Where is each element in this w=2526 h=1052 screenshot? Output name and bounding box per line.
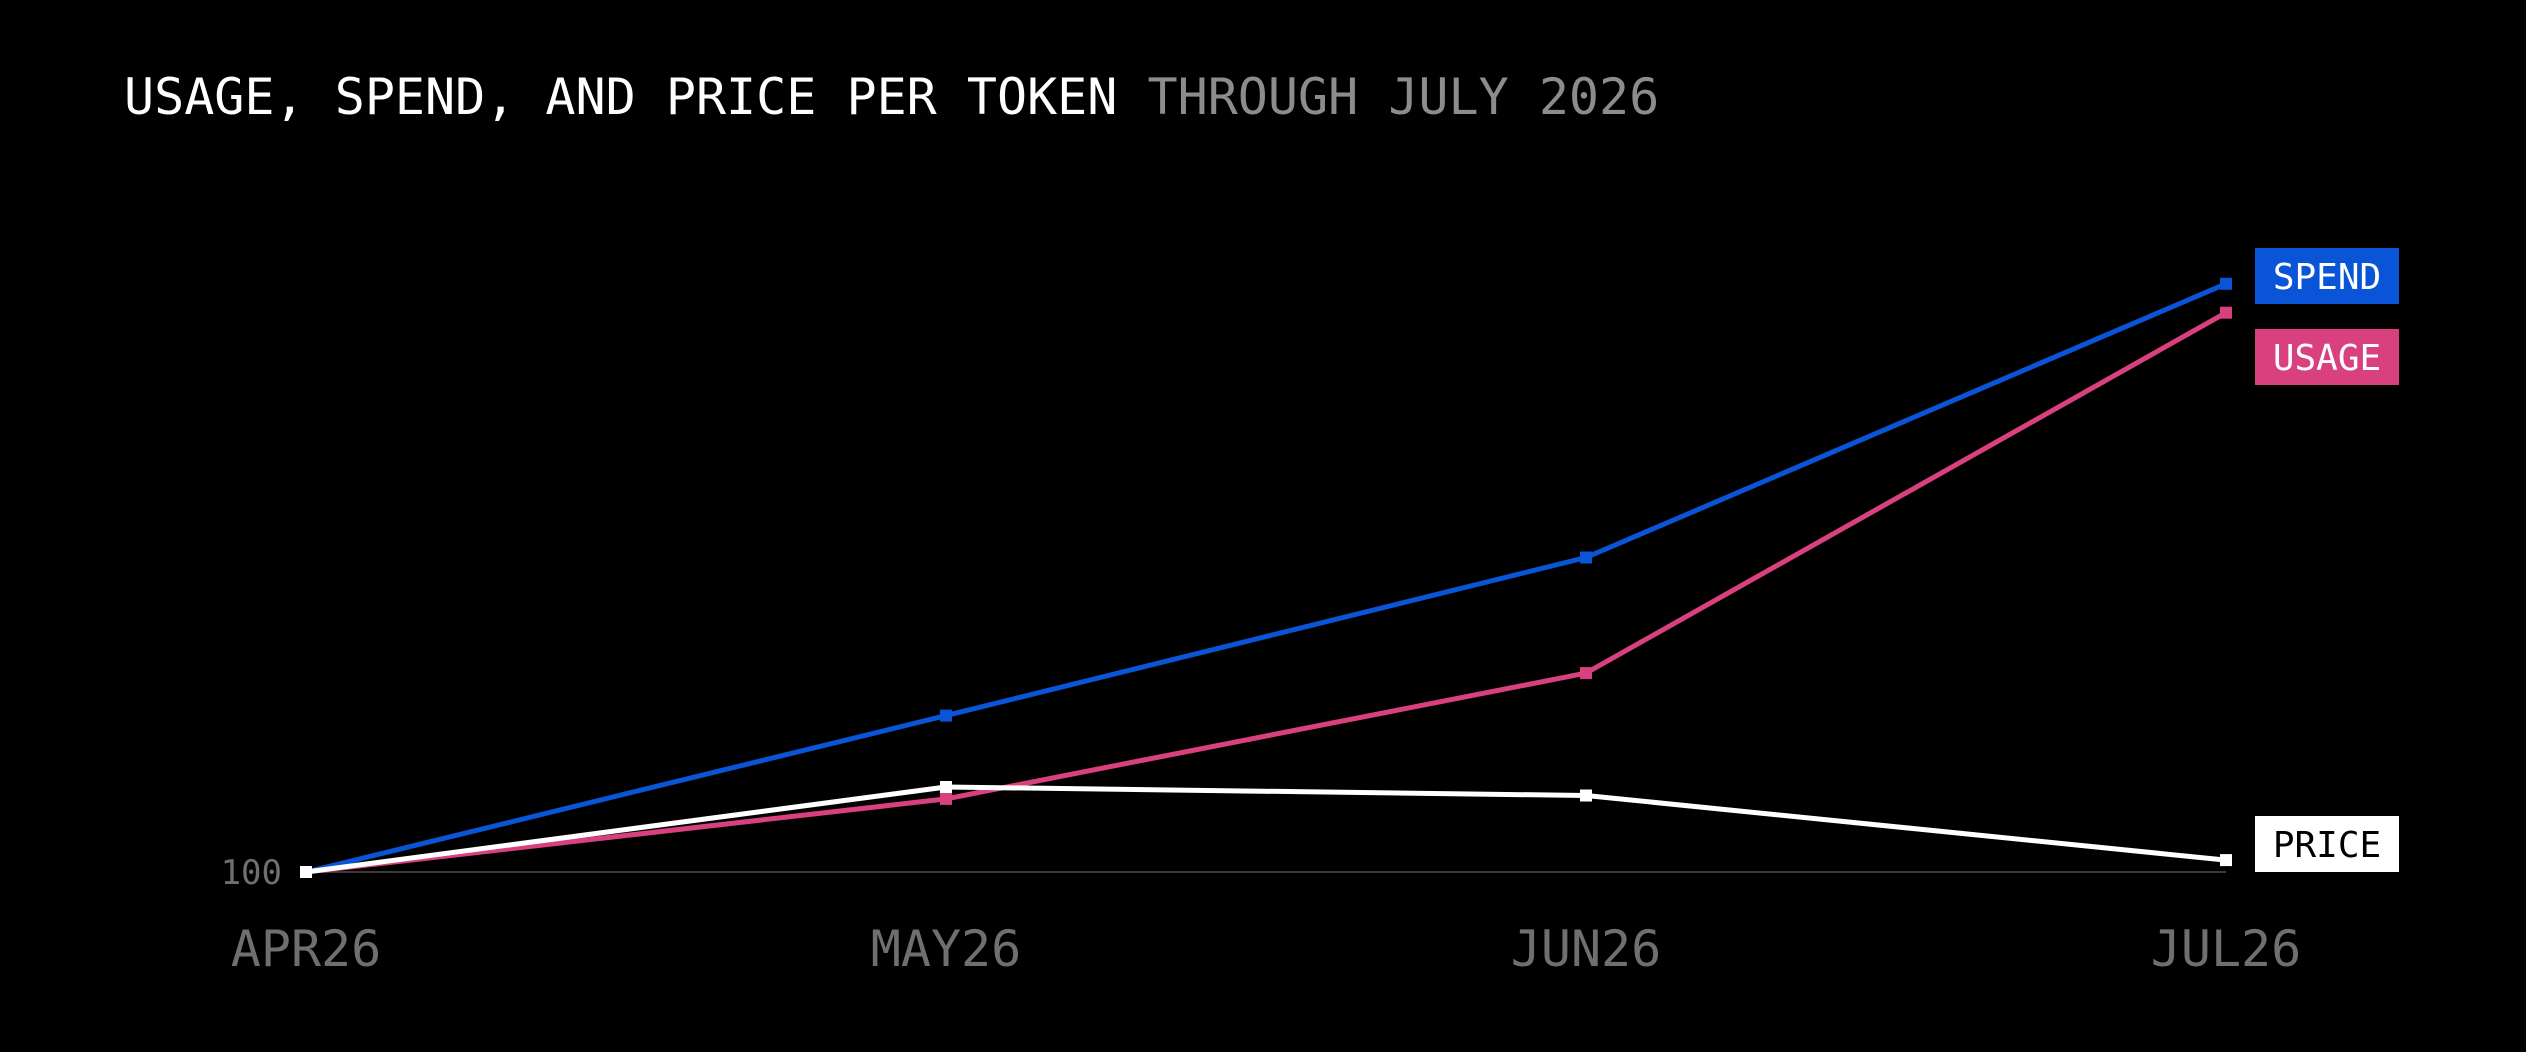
- legend-label-spend: SPEND: [2273, 257, 2381, 298]
- x-tick-label: MAY26: [871, 920, 1022, 978]
- legend-label-usage: USAGE: [2273, 338, 2381, 379]
- data-point-price: [2220, 854, 2232, 867]
- data-point-spend: [1580, 551, 1592, 564]
- y-tick-label: 100: [221, 853, 282, 893]
- x-tick-label: JUL26: [2151, 920, 2302, 978]
- legend-box-price: [2255, 816, 2399, 872]
- data-point-price: [1580, 789, 1592, 802]
- series-line-price: [305, 784, 2227, 875]
- data-point-usage: [1580, 667, 1592, 680]
- data-point-spend: [2220, 277, 2232, 290]
- data-point-usage: [2220, 306, 2232, 319]
- data-point-price: [940, 781, 952, 793]
- data-point-price: [300, 866, 312, 878]
- chart-title-main: USAGE, SPEND, AND PRICE PER TOKEN: [124, 68, 1118, 126]
- data-point-spend: [940, 709, 952, 722]
- legend-box-spend: [2255, 248, 2399, 304]
- x-tick-label: JUN26: [1511, 920, 1662, 978]
- chart-title: USAGE, SPEND, AND PRICE PER TOKEN THROUG…: [124, 62, 1659, 132]
- series-line-usage: [305, 310, 2228, 875]
- chart-title-subtitle: THROUGH JULY 2026: [1147, 68, 1660, 126]
- x-tick-label: APR26: [231, 920, 382, 978]
- data-point-usage: [940, 792, 952, 805]
- series-line-spend: [305, 281, 2227, 875]
- legend-label-price: PRICE: [2273, 825, 2381, 866]
- legend-box-usage: [2255, 329, 2399, 385]
